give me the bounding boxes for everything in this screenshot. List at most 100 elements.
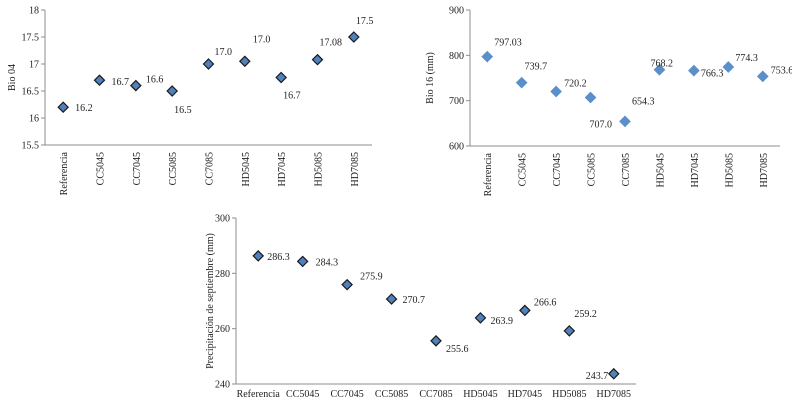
x-tick-label: CC5085 bbox=[587, 153, 598, 186]
y-tick-label: 800 bbox=[449, 51, 464, 62]
x-tick-label: HD5045 bbox=[463, 389, 497, 400]
data-label: 275.9 bbox=[360, 272, 383, 283]
x-tick-label: Referencia bbox=[483, 152, 494, 196]
x-tick-label: HD7085 bbox=[350, 152, 361, 186]
data-point-hd7045 bbox=[275, 71, 288, 84]
x-tick-label: CC5045 bbox=[96, 152, 107, 185]
x-tick-label: Referencia bbox=[59, 151, 70, 195]
data-label: 739.7 bbox=[525, 62, 548, 73]
x-tick-label: HD5085 bbox=[314, 152, 325, 186]
x-tick-label: HD7045 bbox=[508, 389, 542, 400]
x-tick-label: CC7085 bbox=[621, 153, 632, 186]
data-label: 774.3 bbox=[735, 53, 758, 64]
data-point-cc7085 bbox=[202, 58, 215, 70]
data-label: 16.2 bbox=[75, 103, 93, 114]
data-label: 707.0 bbox=[590, 119, 613, 130]
x-tick-label: Referencia bbox=[237, 389, 281, 400]
x-tick-label: CC7045 bbox=[330, 389, 363, 400]
data-label: 16.5 bbox=[174, 105, 192, 116]
y-tick-label: 15.5 bbox=[22, 141, 40, 152]
data-label: 270.7 bbox=[403, 295, 426, 306]
data-label: 753.6 bbox=[771, 65, 792, 76]
data-point-cc5045 bbox=[93, 74, 106, 87]
x-tick-label: HD5085 bbox=[552, 389, 586, 400]
x-tick-label: CC7045 bbox=[132, 152, 143, 185]
x-tick-label: CC5085 bbox=[375, 389, 408, 400]
data-label: 17.5 bbox=[356, 16, 374, 27]
data-point-referencia bbox=[57, 101, 70, 114]
data-label: 259.2 bbox=[574, 309, 597, 320]
y-tick-label: 300 bbox=[215, 214, 230, 225]
y-tick-label: 700 bbox=[449, 96, 464, 107]
y-tick-label: 600 bbox=[449, 142, 464, 153]
y-axis-label: Precipitación de septiembre (mm) bbox=[205, 233, 216, 369]
data-point-cc5085 bbox=[385, 293, 398, 305]
x-tick-label: CC7085 bbox=[419, 389, 452, 400]
y-tick-label: 16.5 bbox=[22, 87, 40, 98]
data-point-hd7045 bbox=[688, 64, 700, 77]
data-point-hd7045 bbox=[519, 304, 531, 317]
x-tick-label: HD5085 bbox=[724, 153, 735, 187]
data-point-hd5045 bbox=[653, 63, 666, 76]
data-label: 654.3 bbox=[632, 96, 655, 107]
data-label: 16.7 bbox=[283, 91, 301, 102]
y-axis-label: Bio 04 bbox=[7, 64, 18, 91]
data-point-cc5085 bbox=[166, 85, 179, 97]
data-label: 17.08 bbox=[320, 38, 343, 49]
y-tick-label: 18 bbox=[29, 6, 39, 17]
data-label: 266.6 bbox=[534, 297, 557, 308]
data-point-referencia bbox=[252, 250, 265, 262]
y-tick-label: 17 bbox=[29, 60, 39, 71]
data-label: 797.03 bbox=[494, 38, 522, 49]
data-label: 17.0 bbox=[253, 34, 270, 45]
data-label: 768.2 bbox=[650, 59, 673, 70]
y-tick-label: 17.5 bbox=[22, 33, 40, 44]
data-point-hd5045 bbox=[474, 312, 487, 324]
data-point-cc7045 bbox=[129, 79, 142, 92]
data-point-hd5085 bbox=[722, 61, 735, 73]
x-tick-label: HD7085 bbox=[597, 389, 631, 400]
data-label: 720.2 bbox=[564, 79, 587, 90]
data-point-hd7085 bbox=[607, 367, 620, 380]
y-tick-label: 280 bbox=[215, 269, 230, 280]
x-tick-label: HD5045 bbox=[655, 153, 666, 187]
data-point-cc7085 bbox=[430, 334, 442, 347]
x-tick-label: CC5045 bbox=[286, 389, 319, 400]
data-point-hd5045 bbox=[238, 55, 251, 68]
data-label: 243.7 bbox=[586, 371, 609, 382]
x-tick-label: HD5045 bbox=[241, 152, 252, 186]
data-label: 286.3 bbox=[267, 252, 290, 263]
data-point-cc5045 bbox=[515, 76, 528, 89]
data-label: 766.3 bbox=[701, 69, 724, 80]
data-point-cc7045 bbox=[341, 278, 353, 291]
data-point-cc7045 bbox=[550, 85, 562, 98]
y-tick-label: 240 bbox=[215, 380, 230, 391]
data-point-hd7085 bbox=[756, 70, 769, 83]
data-label: 284.3 bbox=[316, 257, 339, 268]
data-label: 255.6 bbox=[446, 344, 469, 355]
y-tick-label: 900 bbox=[449, 6, 464, 17]
x-tick-label: CC7085 bbox=[205, 152, 216, 185]
data-point-cc5085 bbox=[584, 91, 597, 104]
data-label: 17.0 bbox=[215, 47, 233, 58]
data-point-cc5045 bbox=[296, 255, 309, 268]
data-point-hd5085 bbox=[311, 53, 324, 66]
data-point-cc7085 bbox=[619, 115, 631, 128]
x-tick-label: HD7045 bbox=[690, 153, 701, 187]
y-tick-label: 260 bbox=[215, 324, 230, 335]
x-tick-label: CC5045 bbox=[518, 153, 529, 186]
x-tick-label: CC7045 bbox=[552, 153, 563, 186]
data-label: 263.9 bbox=[490, 316, 513, 327]
data-point-referencia bbox=[481, 50, 494, 63]
x-tick-label: HD7045 bbox=[277, 152, 288, 186]
data-point-hd5085 bbox=[563, 325, 576, 337]
y-axis-label: Bio 16 (mm) bbox=[425, 52, 436, 104]
y-tick-label: 16 bbox=[29, 114, 39, 125]
data-label: 16.6 bbox=[146, 75, 164, 86]
data-point-hd7085 bbox=[347, 31, 360, 43]
data-label: 16.7 bbox=[112, 77, 130, 88]
x-tick-label: CC5085 bbox=[168, 152, 179, 185]
